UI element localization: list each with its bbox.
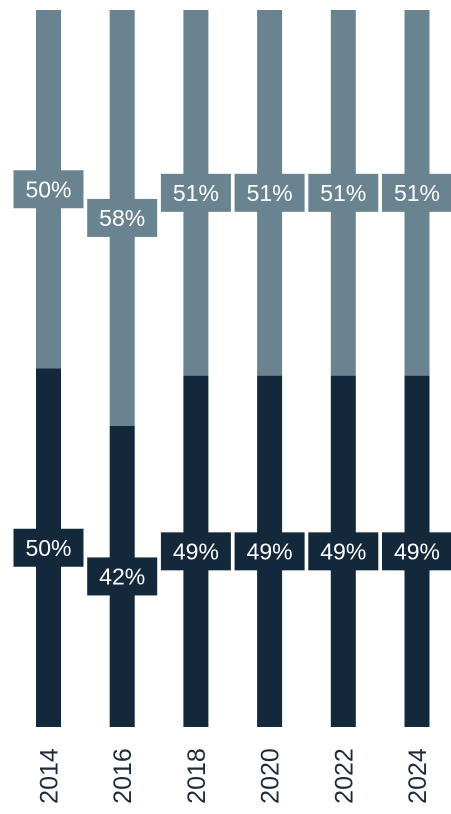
data-label-top-2018: 51% <box>160 173 231 212</box>
data-label-top-2020: 51% <box>234 173 305 212</box>
data-label-bottom-2022: 49% <box>308 532 379 571</box>
data-label-bottom-2016-box <box>87 557 158 596</box>
data-label-top-2022-text: 51% <box>320 180 366 206</box>
data-label-bottom-2024: 49% <box>382 532 451 571</box>
data-label-top-2024-box <box>382 173 451 212</box>
x-tick-label-2022: 2022 <box>330 748 358 804</box>
data-label-bottom-2014-box <box>13 528 84 567</box>
data-label-top-2018-box <box>160 173 231 212</box>
data-label-bottom-2014: 50% <box>13 528 84 567</box>
data-label-top-2016-box <box>87 198 158 237</box>
data-label-bottom-2020-text: 49% <box>247 538 293 564</box>
data-label-bottom-2018-box <box>160 532 231 571</box>
x-tick-label-2024: 2024 <box>404 748 432 804</box>
data-label-bottom-2020-box <box>234 532 305 571</box>
x-tick-label-2020: 2020 <box>257 748 285 804</box>
data-label-top-2022-box <box>308 173 379 212</box>
data-label-top-2016-text: 58% <box>99 205 145 231</box>
data-label-bottom-2018-text: 49% <box>173 538 219 564</box>
data-label-top-2014: 50% <box>13 170 84 209</box>
data-label-bottom-2016: 42% <box>87 557 158 596</box>
data-label-top-2020-box <box>234 173 305 212</box>
bars-layer <box>36 10 430 727</box>
data-label-bottom-2022-text: 49% <box>320 538 366 564</box>
data-label-bottom-2024-box <box>382 532 451 571</box>
data-label-top-2020-text: 51% <box>247 180 293 206</box>
data-label-top-2018-text: 51% <box>173 180 219 206</box>
data-label-top-2014-text: 50% <box>25 176 71 202</box>
data-label-top-2016: 58% <box>87 198 158 237</box>
data-label-bottom-2024-text: 49% <box>394 538 440 564</box>
data-label-bottom-2022-box <box>308 532 379 571</box>
data-label-top-2022: 51% <box>308 173 379 212</box>
x-tick-label-2016: 2016 <box>109 748 137 804</box>
data-label-bottom-2018: 49% <box>160 532 231 571</box>
data-label-bottom-2020: 49% <box>234 532 305 571</box>
data-label-bottom-2016-text: 42% <box>99 563 145 589</box>
data-label-bottom-2014-text: 50% <box>25 535 71 561</box>
data-labels-layer: 50% 50% 58% 42% 51% 49% 51% 49% 51% 49% 51% 49% <box>13 170 451 596</box>
x-tick-label-2018: 2018 <box>183 748 211 804</box>
data-label-top-2024-text: 51% <box>394 180 440 206</box>
data-label-top-2024: 51% <box>382 173 451 212</box>
data-label-top-2014-box <box>13 170 84 209</box>
x-axis-tick-labels: 2014 2016 2018 2020 2022 2024 <box>36 748 433 804</box>
x-tick-label-2014: 2014 <box>36 748 64 804</box>
